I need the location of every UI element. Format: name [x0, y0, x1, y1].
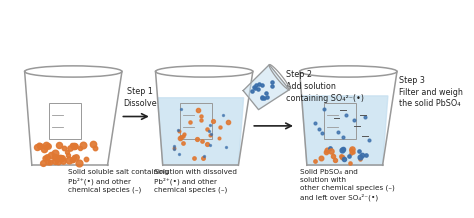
Text: Step 1
Dissolve: Step 1 Dissolve: [123, 87, 157, 108]
Text: Step 2
Add solution
containing SO₄²⁻(•): Step 2 Add solution containing SO₄²⁻(•): [286, 70, 364, 103]
Text: Step 3
Filter and weigh
the solid PbSO₄: Step 3 Filter and weigh the solid PbSO₄: [399, 76, 463, 108]
Text: Solid soluble salt containing
Pb²⁺(•) and other
chemical species (–): Solid soluble salt containing Pb²⁺(•) an…: [68, 169, 169, 193]
Text: Solid PbSO₄ and
solution with
other chemical species (–)
and left over SO₄²⁻(•): Solid PbSO₄ and solution with other chem…: [300, 169, 394, 201]
Polygon shape: [157, 98, 244, 165]
Polygon shape: [301, 96, 388, 165]
Text: Solution with dissolved
Pb²⁺(•) and other
chemical species (–): Solution with dissolved Pb²⁺(•) and othe…: [154, 169, 237, 193]
Polygon shape: [243, 65, 290, 110]
